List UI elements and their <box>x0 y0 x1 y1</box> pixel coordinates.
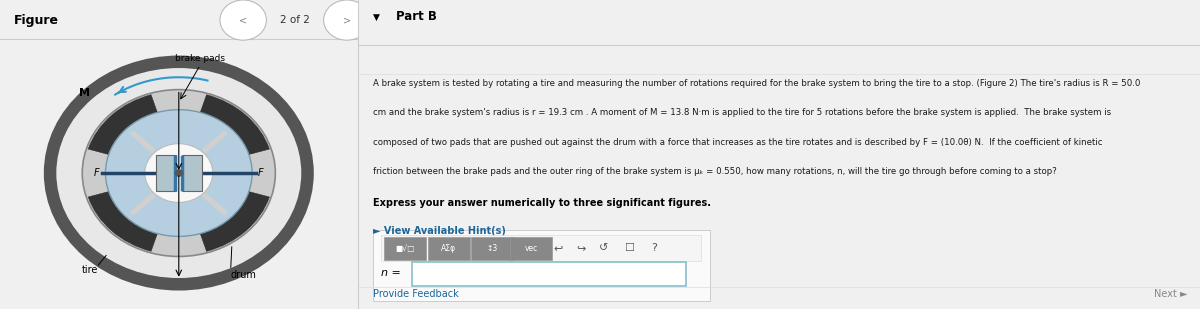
Circle shape <box>83 90 275 256</box>
Text: Provide Feedback: Provide Feedback <box>373 289 458 299</box>
Text: composed of two pads that are pushed out against the drum with a force that incr: composed of two pads that are pushed out… <box>373 138 1103 146</box>
Wedge shape <box>199 190 270 251</box>
Circle shape <box>50 62 307 284</box>
Text: AΣφ: AΣφ <box>442 244 456 253</box>
FancyBboxPatch shape <box>472 237 514 260</box>
Text: ▼: ▼ <box>373 12 379 22</box>
Text: friction between the brake pads and the outer ring of the brake system is μₖ = 0: friction between the brake pads and the … <box>373 167 1056 176</box>
Text: F: F <box>94 168 100 178</box>
Text: F: F <box>258 168 264 178</box>
Text: ■√□: ■√□ <box>395 244 414 253</box>
Text: M: M <box>78 88 90 98</box>
Text: ↩: ↩ <box>553 243 563 253</box>
Wedge shape <box>88 190 158 251</box>
Text: brake pads: brake pads <box>175 54 226 63</box>
FancyBboxPatch shape <box>384 237 426 260</box>
Circle shape <box>106 110 252 236</box>
FancyBboxPatch shape <box>181 155 202 191</box>
Text: Express your answer numerically to three significant figures.: Express your answer numerically to three… <box>373 198 710 208</box>
Text: ?: ? <box>652 243 658 253</box>
Text: Part B: Part B <box>396 11 437 23</box>
Circle shape <box>175 170 182 176</box>
Text: ↪: ↪ <box>576 243 586 253</box>
Text: cm and the brake system's radius is r = 19.3 cm . A moment of M = 13.8 N·m is ap: cm and the brake system's radius is r = … <box>373 108 1111 117</box>
Text: ☐: ☐ <box>624 243 634 253</box>
FancyBboxPatch shape <box>156 155 176 191</box>
Circle shape <box>145 144 212 202</box>
FancyBboxPatch shape <box>373 230 709 301</box>
Circle shape <box>220 0 266 40</box>
Text: 2 of 2: 2 of 2 <box>280 15 310 25</box>
FancyBboxPatch shape <box>510 237 552 260</box>
FancyBboxPatch shape <box>382 235 701 261</box>
Text: Next ►: Next ► <box>1154 289 1187 299</box>
Text: A brake system is tested by rotating a tire and measuring the number of rotation: A brake system is tested by rotating a t… <box>373 79 1140 88</box>
Text: Figure: Figure <box>14 14 59 27</box>
Text: R: R <box>185 224 192 234</box>
FancyBboxPatch shape <box>358 0 1200 45</box>
Text: <: < <box>239 15 247 25</box>
FancyBboxPatch shape <box>413 262 686 286</box>
Text: >: > <box>343 15 350 25</box>
Text: n =: n = <box>382 269 401 278</box>
Text: tire: tire <box>83 265 98 275</box>
Text: ► View Available Hint(s): ► View Available Hint(s) <box>373 226 505 235</box>
Text: ↕3: ↕3 <box>487 244 498 253</box>
FancyBboxPatch shape <box>427 237 469 260</box>
Wedge shape <box>199 95 270 156</box>
Text: drum: drum <box>230 270 257 280</box>
Circle shape <box>324 0 370 40</box>
Text: ↺: ↺ <box>599 243 608 253</box>
Text: vec: vec <box>524 244 538 253</box>
Text: r: r <box>185 128 190 138</box>
Wedge shape <box>88 95 158 156</box>
